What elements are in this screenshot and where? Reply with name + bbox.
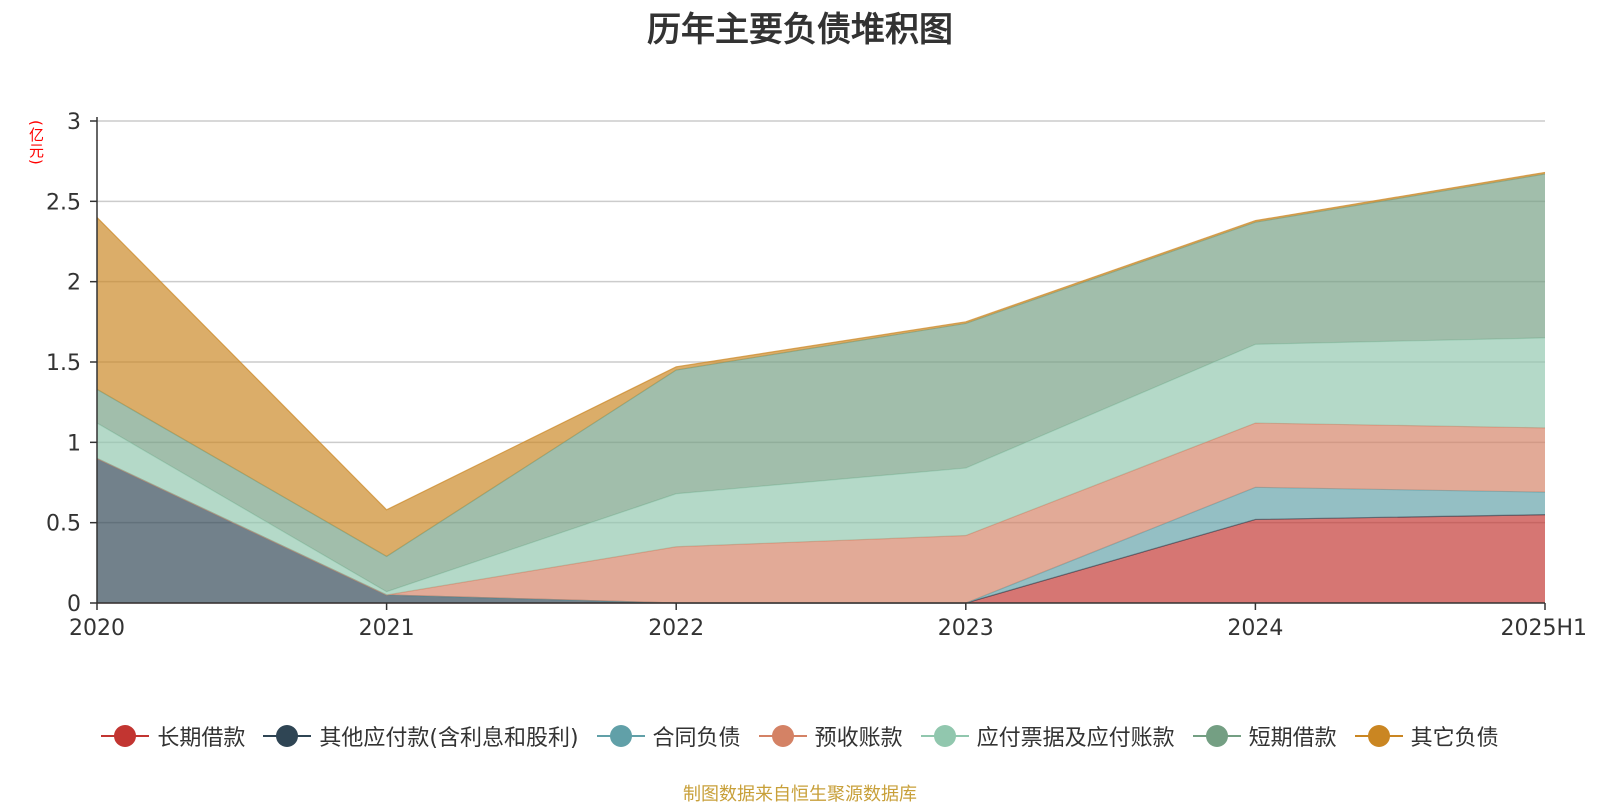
chart-title: 历年主要负债堆积图 bbox=[647, 10, 953, 50]
source-note: 制图数据来自恒生聚源数据库 bbox=[683, 784, 917, 805]
legend-item[interactable]: 短期借款 bbox=[1192, 720, 1337, 752]
x-tick-label: 2021 bbox=[359, 616, 415, 641]
x-tick-label: 2025H1 bbox=[1500, 616, 1587, 641]
area-line-其它负债 bbox=[96, 171, 1546, 511]
legend-label: 应付票据及应付账款 bbox=[976, 726, 1175, 751]
y-tick-label: 1.5 bbox=[46, 351, 81, 376]
legend-item[interactable]: 其它负债 bbox=[1354, 720, 1499, 752]
area-其他应付款(含利息和股利) bbox=[97, 458, 1545, 603]
legend-label: 其他应付款(含利息和股利) bbox=[319, 726, 579, 751]
area-series bbox=[96, 171, 1546, 604]
legend-label: 预收账款 bbox=[814, 726, 903, 751]
legend-label: 短期借款 bbox=[1248, 726, 1337, 751]
legend-item[interactable]: 长期借款 bbox=[101, 720, 245, 752]
chart-legend: 长期借款 其他应付款(含利息和股利) 合同负债 预收账款 应付票据及应付账款 短期借款 其它… bbox=[0, 718, 1600, 754]
legend-marker-icon bbox=[101, 724, 150, 748]
y-tick-label: 3 bbox=[67, 110, 81, 135]
x-tick-label: 2020 bbox=[69, 616, 125, 641]
legend-marker-icon bbox=[1354, 724, 1403, 748]
legend-label: 合同负债 bbox=[652, 726, 741, 751]
x-tick-label: 2023 bbox=[938, 616, 994, 641]
legend-item[interactable]: 预收账款 bbox=[758, 720, 903, 752]
y-tick-label: 0.5 bbox=[46, 512, 81, 537]
legend-item[interactable]: 其他应付款(含利息和股利) bbox=[263, 720, 579, 752]
area-预收账款 bbox=[97, 423, 1545, 603]
x-tick-label: 2022 bbox=[648, 616, 704, 641]
legend-item[interactable]: 合同负债 bbox=[596, 720, 741, 752]
legend-label: 长期借款 bbox=[157, 726, 246, 751]
area-短期借款 bbox=[97, 174, 1545, 592]
legend-item[interactable]: 应付票据及应付账款 bbox=[920, 720, 1175, 752]
y-tick-label: 2 bbox=[67, 271, 81, 296]
area-应付票据及应付账款 bbox=[97, 337, 1545, 595]
area-长期借款 bbox=[97, 514, 1545, 603]
y-tick-label: 1 bbox=[67, 431, 81, 456]
legend-marker-icon bbox=[263, 724, 312, 748]
legend-marker-icon bbox=[1192, 724, 1241, 748]
axes: 0 0.5 1 1.5 2 2.5 3 2020 2021 2022 2023 2024 2025H1 bbox=[46, 110, 1587, 641]
y-axis-unit-label: (亿元) bbox=[27, 120, 45, 166]
y-tick-label: 2.5 bbox=[46, 190, 81, 215]
legend-marker-icon bbox=[920, 724, 969, 748]
legend-label: 其它负债 bbox=[1410, 726, 1499, 751]
legend-marker-icon bbox=[596, 724, 645, 748]
y-tick-label: 0 bbox=[67, 592, 81, 617]
legend-marker-icon bbox=[758, 724, 807, 748]
x-tick-label: 2024 bbox=[1227, 616, 1283, 641]
